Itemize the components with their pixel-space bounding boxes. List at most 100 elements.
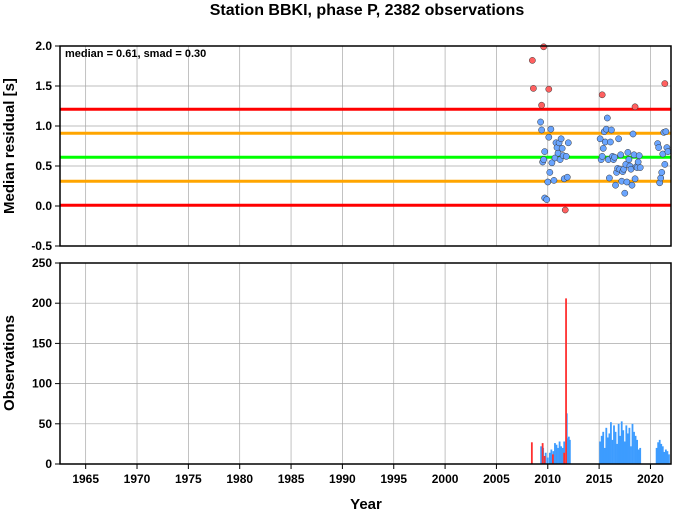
residual-point xyxy=(541,148,549,155)
residual-point xyxy=(634,158,642,166)
x-tick-label: 2010 xyxy=(534,472,561,486)
residual-point xyxy=(611,153,618,161)
x-axis-label: Year xyxy=(350,496,382,511)
observations-plot-frame xyxy=(59,262,672,465)
residual-y-tick-label: -0.5 xyxy=(31,239,52,253)
observations-panel: 0 50 100 150 200 250 1965 1970 1975 1980 1985 1990… xyxy=(1,256,672,511)
residual-point xyxy=(547,125,555,133)
observation-bar xyxy=(663,451,666,464)
residual-point xyxy=(530,85,537,92)
observation-bar xyxy=(605,427,608,464)
residual-point xyxy=(598,153,606,160)
x-tick-label: 1990 xyxy=(329,472,356,486)
observation-bar xyxy=(631,423,634,464)
x-tick-label: 2000 xyxy=(432,472,459,486)
observation-bar xyxy=(530,442,533,464)
residual-y-tick-label: 2.0 xyxy=(35,39,52,53)
residual-point xyxy=(621,189,629,197)
residual-point xyxy=(661,161,669,168)
observation-bar xyxy=(613,425,615,464)
chart-title: Station BBKI, phase P, 2382 observations xyxy=(210,2,525,19)
residual-point xyxy=(628,181,636,189)
residual-point xyxy=(658,169,666,176)
observations-y-tick-label: 0 xyxy=(45,457,52,471)
observation-bar xyxy=(630,446,632,464)
observation-bar xyxy=(603,447,606,464)
observation-bar xyxy=(558,441,561,464)
residual-point xyxy=(562,153,570,160)
observation-bar xyxy=(639,447,642,464)
observations-y-tick-label: 50 xyxy=(39,417,53,431)
observation-bar xyxy=(557,447,559,464)
observations-y-tick-label: 150 xyxy=(32,336,52,350)
observation-bar xyxy=(633,431,635,464)
observations-y-axis-label: Observations xyxy=(1,315,18,411)
residual-plot-background xyxy=(60,46,671,246)
observations-y-tick-label: 100 xyxy=(32,377,52,391)
residual-point xyxy=(564,139,572,147)
observation-bar xyxy=(626,433,629,464)
observation-bar xyxy=(560,446,563,464)
observation-bar xyxy=(619,435,622,464)
observation-bar xyxy=(657,442,660,464)
observation-bar xyxy=(600,435,603,464)
observation-bar xyxy=(661,446,664,464)
x-tick-label: 1985 xyxy=(278,472,305,486)
residual-point xyxy=(661,80,669,87)
observation-bar xyxy=(614,431,617,464)
observations-plot-background xyxy=(60,263,671,464)
residual-panel: -0.5 0.0 0.5 1.0 1.5 2.0 median = 0.61, smad … xyxy=(1,39,672,253)
residual-point xyxy=(615,135,622,143)
residual-point xyxy=(543,196,551,203)
residual-point xyxy=(636,164,644,171)
residual-point xyxy=(623,178,631,186)
residual-point xyxy=(635,152,643,159)
observation-bar xyxy=(555,444,558,464)
residual-y-tick-label: 1.0 xyxy=(35,119,52,133)
residual-reference-lines xyxy=(60,107,671,207)
observation-bar xyxy=(658,439,661,464)
observation-bar xyxy=(546,457,549,464)
observation-bar xyxy=(567,436,570,464)
x-tick-label: 2020 xyxy=(637,472,664,486)
residual-point xyxy=(599,145,607,152)
observation-bar xyxy=(550,449,553,464)
x-tick-label: 1980 xyxy=(226,472,253,486)
observation-bar xyxy=(608,433,611,464)
observation-bar xyxy=(552,454,554,464)
observation-bar xyxy=(548,452,551,464)
observation-bar xyxy=(540,446,542,464)
residual-point xyxy=(540,156,548,163)
residual-point xyxy=(631,175,639,183)
x-tick-label: 2015 xyxy=(586,472,613,486)
residual-point xyxy=(544,178,552,186)
observation-bar xyxy=(565,298,567,464)
observations-y-tick-label: 200 xyxy=(32,296,52,310)
observation-bar xyxy=(541,443,544,464)
observation-bar xyxy=(617,423,620,464)
residual-point xyxy=(529,57,536,64)
observation-bar xyxy=(622,430,625,464)
observation-bar xyxy=(611,439,614,464)
observation-bar xyxy=(620,421,623,464)
residual-point xyxy=(631,103,639,111)
observation-bar xyxy=(561,447,564,464)
residual-point xyxy=(538,126,545,134)
observation-bar xyxy=(625,425,628,464)
year-x-axis: 1965 1970 1975 1980 1985 1990 1995 2000 2005 2010… xyxy=(72,464,664,486)
observation-bar xyxy=(628,427,631,464)
observation-bar xyxy=(599,441,602,464)
residual-point xyxy=(540,43,548,51)
observation-bar xyxy=(664,449,667,464)
residual-point xyxy=(629,130,637,138)
residual-point xyxy=(558,145,566,152)
residual-point xyxy=(561,206,569,214)
observation-bar xyxy=(563,452,566,464)
observation-bar xyxy=(660,443,663,464)
residual-point xyxy=(607,138,614,146)
residual-point xyxy=(563,173,571,181)
observation-bar xyxy=(616,443,618,464)
residual-point xyxy=(612,181,619,189)
x-tick-label: 1995 xyxy=(380,472,407,486)
